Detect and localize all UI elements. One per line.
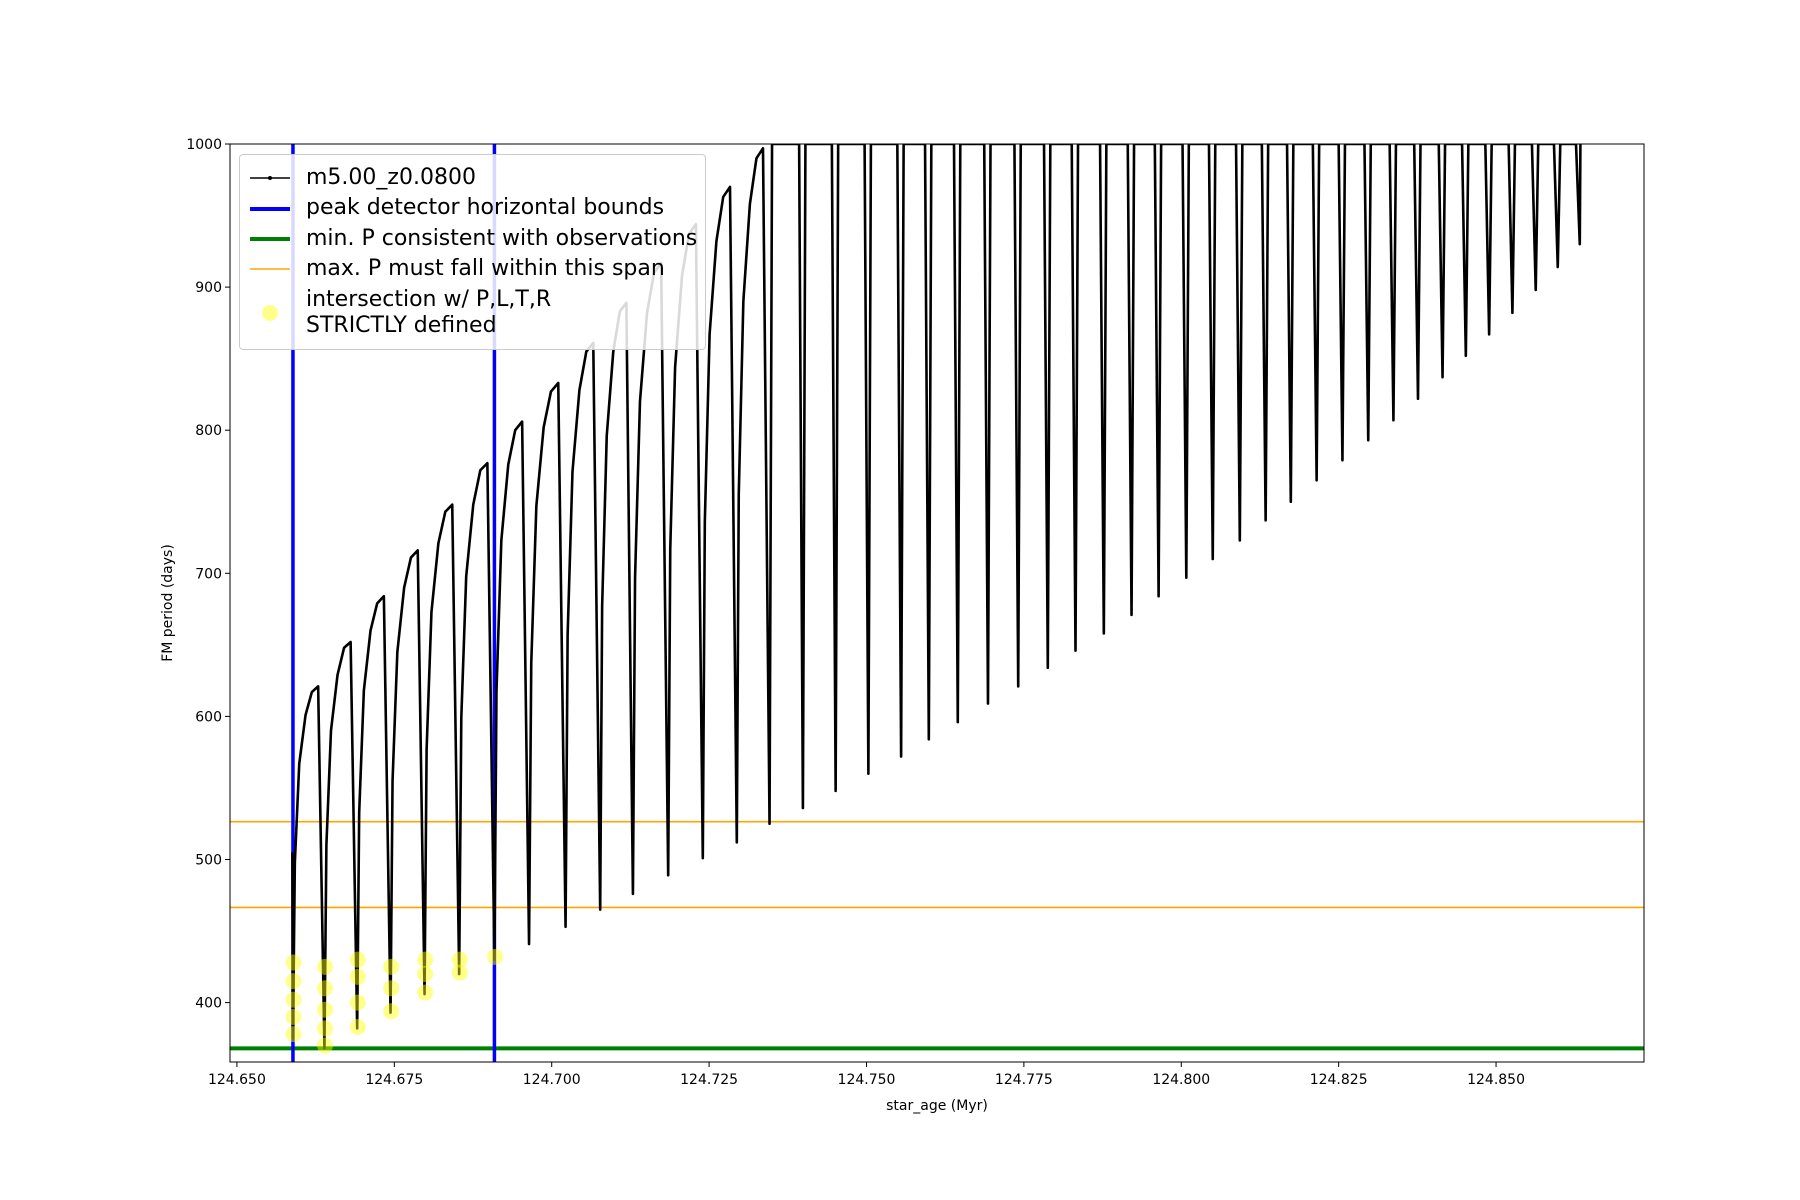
scatter-point (317, 1037, 334, 1054)
scatter-point (451, 964, 468, 981)
x-tick-label: 124.675 (365, 1072, 423, 1088)
legend-marker (268, 176, 272, 181)
x-tick-label: 124.775 (995, 1072, 1053, 1088)
scatter-point (285, 991, 302, 1008)
legend-entry: min. P consistent with observations (248, 226, 697, 252)
scatter-point (383, 1003, 400, 1020)
x-tick-label: 124.850 (1467, 1072, 1525, 1088)
y-tick-label: 400 (195, 996, 222, 1012)
legend-swatch (250, 236, 290, 241)
plot-area (230, 144, 1644, 1062)
y-tick-label: 800 (195, 423, 222, 439)
scatter-point (383, 980, 400, 997)
x-axis-label: star_age (Myr) (886, 1098, 988, 1114)
axes-frame (229, 143, 1645, 1063)
scatter-point (285, 973, 302, 990)
scatter-point (417, 984, 434, 1001)
scatter-point (349, 951, 366, 968)
y-tick-label: 500 (195, 853, 222, 869)
x-tick-label: 124.650 (208, 1072, 266, 1088)
legend-label: peak detector horizontal bounds (306, 195, 665, 221)
scatter-point (317, 980, 334, 997)
y-tick-label: 600 (195, 709, 222, 725)
scatter-point (417, 951, 434, 968)
legend-swatch (250, 268, 290, 271)
x-tick-label: 124.750 (838, 1072, 896, 1088)
legend-swatch (250, 176, 290, 181)
legend-swatch (262, 304, 278, 321)
legend-label: m5.00_z0.0800 (306, 165, 476, 190)
x-tick-label: 124.725 (680, 1072, 738, 1088)
data-line (291, 144, 1582, 1050)
legend-label: intersection w/ P,L,T,R STRICTLY defined (306, 286, 552, 338)
x-tick-label: 124.825 (1310, 1072, 1368, 1088)
scatter-point (417, 965, 434, 982)
scatter-point (451, 951, 468, 968)
legend-marker (262, 304, 278, 321)
scatter-point (317, 958, 334, 975)
y-axis-label: FM period (days) (160, 544, 176, 662)
scatter-point (383, 958, 400, 975)
legend-entry: max. P must fall within this span (248, 256, 697, 282)
legend-label: min. P consistent with observations (306, 225, 698, 251)
y-tick-label: 700 (195, 566, 222, 582)
legend-swatch (250, 206, 290, 211)
scatter-point (349, 968, 366, 985)
scatter-point (285, 1026, 302, 1043)
legend-entry: intersection w/ P,L,T,R STRICTLY defined (248, 287, 697, 340)
x-tick-label: 124.700 (523, 1072, 581, 1088)
scatter-point (317, 1020, 334, 1037)
legend-entry: m5.00_z0.0800 (248, 165, 697, 191)
y-tick-label: 1000 (186, 137, 222, 153)
scatter-point (317, 1001, 334, 1018)
scatter-point (349, 1018, 366, 1035)
scatter-point (487, 948, 504, 965)
y-tick-label: 900 (195, 280, 222, 296)
legend-entry: peak detector horizontal bounds (248, 195, 697, 221)
scatter-point (349, 994, 366, 1011)
x-tick-label: 124.800 (1152, 1072, 1210, 1088)
scatter-point (285, 1008, 302, 1025)
scatter-point (285, 954, 302, 971)
legend-label: max. P must fall within this span (306, 256, 665, 282)
